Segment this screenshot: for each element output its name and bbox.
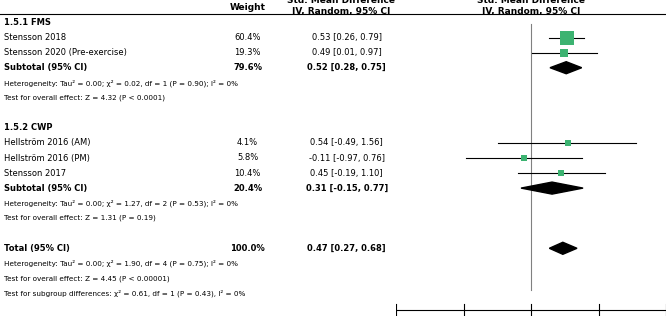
Polygon shape: [550, 62, 581, 74]
Text: 0.54 [-0.49, 1.56]: 0.54 [-0.49, 1.56]: [310, 138, 383, 148]
Text: 0.52 [0.28, 0.75]: 0.52 [0.28, 0.75]: [308, 63, 386, 72]
Polygon shape: [549, 242, 577, 254]
Text: Hellström 2016 (AM): Hellström 2016 (AM): [4, 138, 91, 148]
Text: Subtotal (95% CI): Subtotal (95% CI): [4, 63, 87, 72]
Text: 0.49 [0.01, 0.97]: 0.49 [0.01, 0.97]: [312, 48, 382, 57]
Text: 10.4%: 10.4%: [234, 168, 261, 178]
Text: Test for overall effect: Z = 1.31 (P = 0.19): Test for overall effect: Z = 1.31 (P = 0…: [4, 215, 156, 222]
Text: Weight: Weight: [230, 3, 266, 12]
Text: Stensson 2018: Stensson 2018: [4, 33, 66, 42]
Text: 4.1%: 4.1%: [237, 138, 258, 148]
Text: Std. Mean Difference
IV, Random, 95% CI: Std. Mean Difference IV, Random, 95% CI: [477, 0, 585, 16]
Text: 0.53 [0.26, 0.79]: 0.53 [0.26, 0.79]: [312, 33, 382, 42]
Text: Heterogeneity: Tau² = 0.00; χ² = 1.27, df = 2 (P = 0.53); I² = 0%: Heterogeneity: Tau² = 0.00; χ² = 1.27, d…: [4, 199, 238, 207]
Polygon shape: [521, 182, 583, 194]
Text: Hellström 2016 (PM): Hellström 2016 (PM): [4, 154, 90, 162]
Text: 1.5.1 FMS: 1.5.1 FMS: [4, 18, 51, 27]
Text: Test for overall effect: Z = 4.32 (P < 0.0001): Test for overall effect: Z = 4.32 (P < 0…: [4, 94, 165, 101]
Text: 1.5.2 CWP: 1.5.2 CWP: [4, 124, 53, 132]
Text: 0.45 [-0.19, 1.10]: 0.45 [-0.19, 1.10]: [310, 168, 383, 178]
Text: Heterogeneity: Tau² = 0.00; χ² = 1.90, df = 4 (P = 0.75); I² = 0%: Heterogeneity: Tau² = 0.00; χ² = 1.90, d…: [4, 259, 238, 267]
Text: 79.6%: 79.6%: [233, 63, 262, 72]
Text: -0.11 [-0.97, 0.76]: -0.11 [-0.97, 0.76]: [309, 154, 385, 162]
Text: Subtotal (95% CI): Subtotal (95% CI): [4, 184, 87, 192]
Text: 5.8%: 5.8%: [237, 154, 258, 162]
Text: 19.3%: 19.3%: [234, 48, 261, 57]
Text: 60.4%: 60.4%: [234, 33, 261, 42]
Text: 20.4%: 20.4%: [233, 184, 262, 192]
Text: 0.31 [-0.15, 0.77]: 0.31 [-0.15, 0.77]: [306, 184, 388, 192]
Text: Stensson 2020 (Pre-exercise): Stensson 2020 (Pre-exercise): [4, 48, 127, 57]
Text: Heterogeneity: Tau² = 0.00; χ² = 0.02, df = 1 (P = 0.90); I² = 0%: Heterogeneity: Tau² = 0.00; χ² = 0.02, d…: [4, 79, 238, 87]
Text: 100.0%: 100.0%: [230, 244, 265, 253]
Text: Test for overall effect: Z = 4.45 (P < 0.00001): Test for overall effect: Z = 4.45 (P < 0…: [4, 275, 170, 282]
Text: Std. Mean Difference
IV, Random, 95% CI: Std. Mean Difference IV, Random, 95% CI: [287, 0, 395, 16]
Text: 0.47 [0.27, 0.68]: 0.47 [0.27, 0.68]: [308, 244, 386, 253]
Text: Total (95% CI): Total (95% CI): [4, 244, 70, 253]
Text: Test for subgroup differences: χ² = 0.61, df = 1 (P = 0.43), I² = 0%: Test for subgroup differences: χ² = 0.61…: [4, 290, 245, 297]
Text: Stensson 2017: Stensson 2017: [4, 168, 66, 178]
